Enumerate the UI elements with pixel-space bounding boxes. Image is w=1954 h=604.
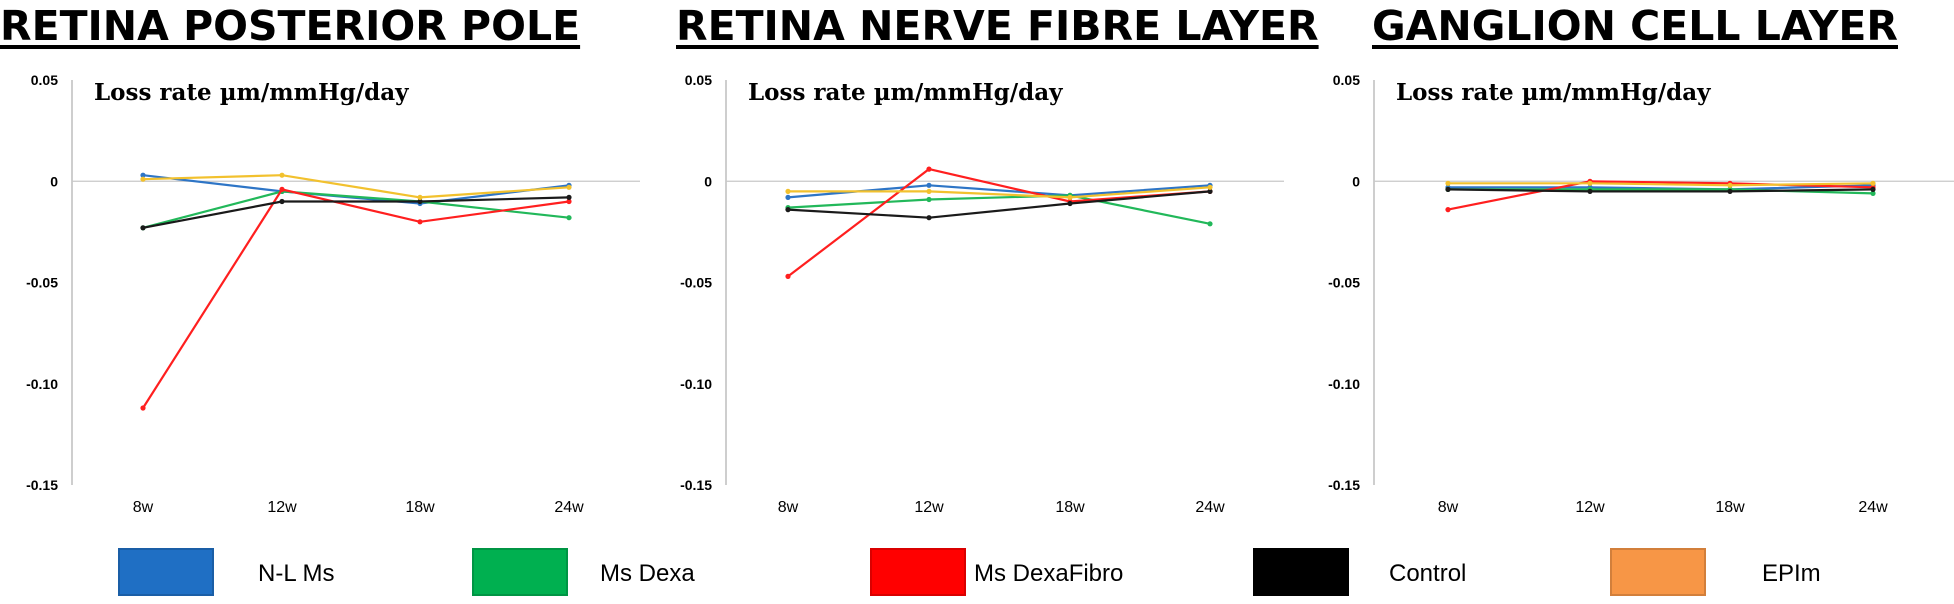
x-tick-label: 24w: [1195, 499, 1225, 516]
data-point-epim: [1207, 184, 1213, 190]
legend-swatch-ms-dexa: [472, 548, 568, 596]
data-point-control: [926, 215, 932, 221]
series-line-ms-dexafibro: [787, 167, 1211, 278]
y-tick-label: -0.15: [26, 477, 58, 493]
data-point-ms-dexa: [566, 215, 572, 221]
y-tick-label: -0.05: [1328, 275, 1360, 291]
data-point-epim: [926, 188, 932, 194]
series-line-ms-dexa: [142, 190, 570, 229]
data-point-epim: [1067, 194, 1073, 200]
chart-2: 0.05 0 -0.05 -0.10 -0.15 Loss rate µm/mmHg/da…: [1328, 72, 1954, 516]
legend-swatch-ms-dexafibro: [870, 548, 966, 596]
legend-swatch-epim: [1610, 548, 1706, 596]
series-line-epim: [1448, 182, 1874, 187]
legend: N-L Ms Ms Dexa Ms DexaFibro Control EPIm: [0, 548, 1954, 604]
y-tick-label: -0.05: [26, 275, 58, 291]
legend-label-nl-ms: N-L Ms: [258, 560, 335, 587]
data-point-ms-dexa: [926, 196, 932, 203]
data-point-control: [279, 198, 285, 205]
loss-rate-label: Loss rate µm/mmHg/day: [1396, 79, 1711, 106]
series-line-control: [1447, 188, 1874, 193]
x-tick-label: 8w: [133, 499, 154, 516]
data-point-ms-dexafibro: [417, 219, 423, 225]
legend-swatch-control: [1253, 548, 1349, 596]
title-retina-nerve-fibre-layer: RETINA NERVE FIBRE LAYER: [676, 2, 1319, 50]
charts-canvas: 0.05 0 -0.05 -0.10 -0.15 Loss rate µm/mmHg/da…: [26, 72, 1954, 516]
series-line-epim: [788, 186, 1211, 199]
data-point-ms-dexafibro: [926, 166, 932, 172]
data-point-epim: [1727, 182, 1733, 188]
x-tick-label: 24w: [1858, 499, 1888, 516]
data-point-epim: [279, 172, 285, 178]
x-tick-label: 18w: [1055, 499, 1085, 516]
data-point-epim: [417, 194, 423, 200]
y-tick-label: 0: [50, 173, 58, 189]
loss-rate-label: Loss rate µm/mmHg/day: [748, 79, 1063, 106]
y-tick-label: 0: [1352, 173, 1360, 189]
y-tick-label: 0.05: [31, 72, 58, 88]
legend-label-ms-dexa: Ms Dexa: [600, 560, 695, 587]
series-line-ms-dexa: [787, 194, 1211, 225]
data-point-control: [417, 198, 423, 205]
data-point-epim: [1587, 180, 1593, 186]
data-point-control: [140, 225, 146, 231]
data-point-ms-dexafibro: [279, 186, 285, 192]
legend-label-control: Control: [1389, 560, 1467, 587]
x-tick-label: 12w: [1575, 499, 1605, 516]
data-point-n-l-ms: [140, 172, 146, 178]
series-line-epim: [142, 174, 570, 199]
y-tick-label: -0.10: [680, 376, 712, 392]
data-point-control: [1067, 200, 1073, 207]
data-point-control: [1727, 188, 1733, 194]
x-tick-label: 12w: [914, 499, 944, 516]
y-tick-label: -0.05: [680, 275, 712, 291]
data-point-ms-dexafibro: [785, 273, 791, 279]
data-point-ms-dexafibro: [1445, 207, 1451, 213]
x-tick-label: 8w: [778, 499, 799, 516]
title-retina-posterior-pole: RETINA POSTERIOR POLE: [0, 2, 581, 50]
data-point-ms-dexafibro: [140, 405, 146, 411]
data-point-ms-dexafibro: [566, 198, 572, 205]
x-tick-label: 18w: [1715, 499, 1745, 516]
legend-label-ms-dexafibro: Ms DexaFibro: [974, 560, 1124, 587]
data-point-epim: [566, 184, 572, 190]
y-tick-label: -0.15: [1328, 477, 1360, 493]
chart-1: 0.05 0 -0.05 -0.10 -0.15 Loss rate µm/mmHg/da…: [680, 72, 1284, 516]
data-point-n-l-ms: [785, 194, 791, 200]
title-ganglion-cell-layer: GANGLION CELL LAYER: [1372, 2, 1898, 50]
series-line-control: [787, 190, 1211, 219]
y-tick-label: 0: [704, 173, 712, 189]
series-line-ms-dexafibro: [142, 188, 570, 409]
data-point-ms-dexa: [1207, 221, 1213, 227]
data-point-control: [1207, 188, 1213, 194]
data-point-control: [1870, 186, 1876, 192]
data-point-control: [1587, 188, 1593, 194]
data-point-control: [1445, 186, 1451, 192]
x-tick-label: 24w: [554, 499, 584, 516]
y-tick-label: -0.15: [680, 477, 712, 493]
x-tick-label: 12w: [267, 499, 297, 516]
data-point-epim: [785, 188, 791, 194]
series-line-ms-dexafibro: [1447, 180, 1874, 211]
legend-swatch-nl-ms: [118, 548, 214, 596]
data-point-control: [566, 194, 572, 200]
series-line-control: [142, 196, 570, 229]
y-tick-label: 0.05: [1333, 72, 1360, 88]
data-point-ms-dexa: [1870, 190, 1876, 196]
legend-label-epim: EPIm: [1762, 560, 1821, 587]
x-tick-label: 8w: [1438, 499, 1459, 516]
data-point-epim: [1445, 180, 1451, 186]
data-point-n-l-ms: [926, 182, 932, 188]
data-point-control: [785, 207, 791, 213]
data-point-epim: [1870, 180, 1876, 186]
chart-0: 0.05 0 -0.05 -0.10 -0.15 Loss rate µm/mmHg/da…: [26, 72, 640, 516]
data-point-epim: [140, 176, 146, 182]
y-tick-label: -0.10: [1328, 376, 1360, 392]
x-tick-label: 18w: [405, 499, 435, 516]
y-tick-label: 0.05: [685, 72, 712, 88]
loss-rate-label: Loss rate µm/mmHg/day: [94, 79, 409, 106]
y-tick-label: -0.10: [26, 376, 58, 392]
